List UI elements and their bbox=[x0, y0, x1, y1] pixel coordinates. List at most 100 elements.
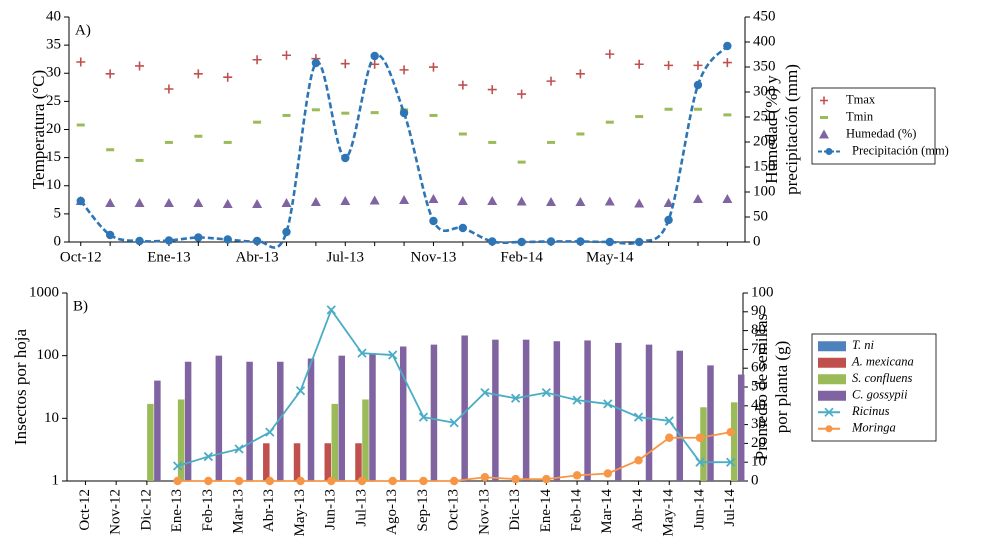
y-tick-label: 10 bbox=[46, 177, 61, 193]
bar bbox=[215, 355, 223, 481]
marker-triangle bbox=[252, 199, 263, 208]
y2-tick-label: 70 bbox=[751, 341, 766, 357]
y2-tick-label: 100 bbox=[751, 284, 774, 300]
marker-triangle bbox=[634, 198, 645, 208]
marker-triangle bbox=[428, 194, 439, 203]
marker-dash bbox=[693, 107, 702, 111]
y-axis-label: Insectos por hoja bbox=[11, 328, 30, 445]
y2-tick-label: 20 bbox=[751, 435, 766, 451]
marker-circle bbox=[572, 471, 582, 480]
x-tick-label: Ene-14 bbox=[538, 489, 554, 533]
marker-plus bbox=[223, 72, 233, 82]
marker-plus bbox=[634, 59, 644, 69]
bar bbox=[676, 350, 684, 481]
axes bbox=[68, 17, 746, 243]
panel-label: A) bbox=[75, 22, 91, 38]
x-tick-label: Oct-12 bbox=[77, 489, 93, 531]
marker-circle bbox=[164, 236, 174, 245]
y2-tick-label: 100 bbox=[753, 183, 776, 199]
marker-circle bbox=[135, 236, 144, 246]
marker-circle bbox=[194, 233, 203, 242]
marker-circle bbox=[517, 237, 526, 247]
y-axis-label: Temperatura (°C) bbox=[29, 70, 48, 189]
marker-x bbox=[234, 444, 244, 454]
x-tick-label: Mar-13 bbox=[231, 489, 247, 534]
legend-swatch bbox=[818, 341, 846, 352]
marker-x bbox=[510, 393, 521, 403]
marker-circle bbox=[664, 215, 673, 225]
marker-dash bbox=[517, 160, 526, 164]
marker-circle bbox=[480, 473, 490, 482]
bar bbox=[355, 443, 362, 481]
marker-plus bbox=[105, 69, 115, 79]
bar bbox=[362, 399, 369, 481]
marker-dash bbox=[576, 132, 585, 136]
legend-label: Tmax bbox=[846, 92, 876, 106]
bar bbox=[461, 335, 468, 481]
x-tick-label: Mar-14 bbox=[599, 489, 615, 534]
x-tick-label: Jun-14 bbox=[691, 489, 707, 530]
marker-dash bbox=[370, 111, 379, 115]
marker-circle bbox=[327, 476, 336, 486]
bar bbox=[154, 380, 161, 481]
legend-marker bbox=[819, 129, 829, 139]
marker-circle bbox=[449, 476, 459, 486]
y2-tick-label: 0 bbox=[753, 233, 761, 249]
marker-circle bbox=[665, 433, 674, 442]
marker-circle bbox=[357, 476, 367, 486]
bar bbox=[645, 344, 653, 481]
marker-circle bbox=[265, 476, 274, 486]
marker-plus bbox=[399, 65, 409, 75]
x-tick-label: Dic-12 bbox=[138, 489, 154, 531]
marker-plus bbox=[428, 62, 438, 72]
y2-tick-label: 10 bbox=[751, 454, 766, 470]
marker-plus bbox=[693, 60, 703, 70]
bar bbox=[584, 340, 591, 481]
y-tick-label: 25 bbox=[46, 93, 61, 109]
x-tick-label: Dic-13 bbox=[507, 489, 523, 531]
bar bbox=[184, 361, 192, 481]
x-tick-label: Ago-13 bbox=[384, 489, 400, 535]
marker-circle bbox=[234, 476, 244, 486]
y2-axis-label: por planta (g) bbox=[772, 341, 791, 434]
marker-triangle bbox=[457, 196, 468, 205]
marker-circle bbox=[576, 237, 585, 246]
marker-circle bbox=[634, 237, 644, 247]
x-tick-label: Nov-13 bbox=[476, 489, 492, 535]
bar bbox=[324, 443, 332, 481]
legend-label: S. confluens bbox=[852, 371, 913, 385]
y-tick-label: 35 bbox=[46, 37, 61, 53]
x-tick-label: Abr-14 bbox=[630, 489, 646, 533]
y2-tick-label: 90 bbox=[751, 303, 766, 319]
y2-tick-label: 50 bbox=[753, 208, 768, 224]
marker-circle bbox=[488, 237, 497, 246]
marker-triangle bbox=[310, 197, 321, 206]
bar bbox=[338, 355, 346, 481]
y-tick-label: 100 bbox=[37, 347, 60, 363]
marker-x bbox=[388, 350, 398, 360]
bar bbox=[707, 365, 714, 481]
y2-tick-label: 0 bbox=[751, 472, 759, 488]
marker-plus bbox=[340, 59, 350, 69]
bar bbox=[730, 402, 738, 481]
bar bbox=[263, 443, 270, 481]
marker-dash bbox=[223, 140, 232, 144]
y2-tick-label: 350 bbox=[753, 58, 776, 74]
marker-dash bbox=[253, 120, 262, 124]
y2-tick-label: 450 bbox=[753, 8, 776, 24]
marker-circle bbox=[419, 476, 428, 486]
bar bbox=[177, 399, 185, 481]
marker-plus bbox=[281, 50, 291, 60]
y2-axis-label: Promedio de semillas bbox=[752, 314, 771, 460]
bar bbox=[369, 353, 376, 481]
marker-circle bbox=[311, 58, 321, 68]
legend-label: T. ni bbox=[852, 338, 875, 352]
marker-x bbox=[541, 388, 551, 398]
marker-plus bbox=[76, 57, 86, 67]
marker-triangle bbox=[575, 197, 586, 206]
marker-x bbox=[265, 427, 275, 437]
marker-plus bbox=[135, 61, 145, 71]
bar bbox=[700, 407, 707, 481]
marker-triangle bbox=[399, 195, 410, 204]
marker-x bbox=[418, 412, 429, 422]
